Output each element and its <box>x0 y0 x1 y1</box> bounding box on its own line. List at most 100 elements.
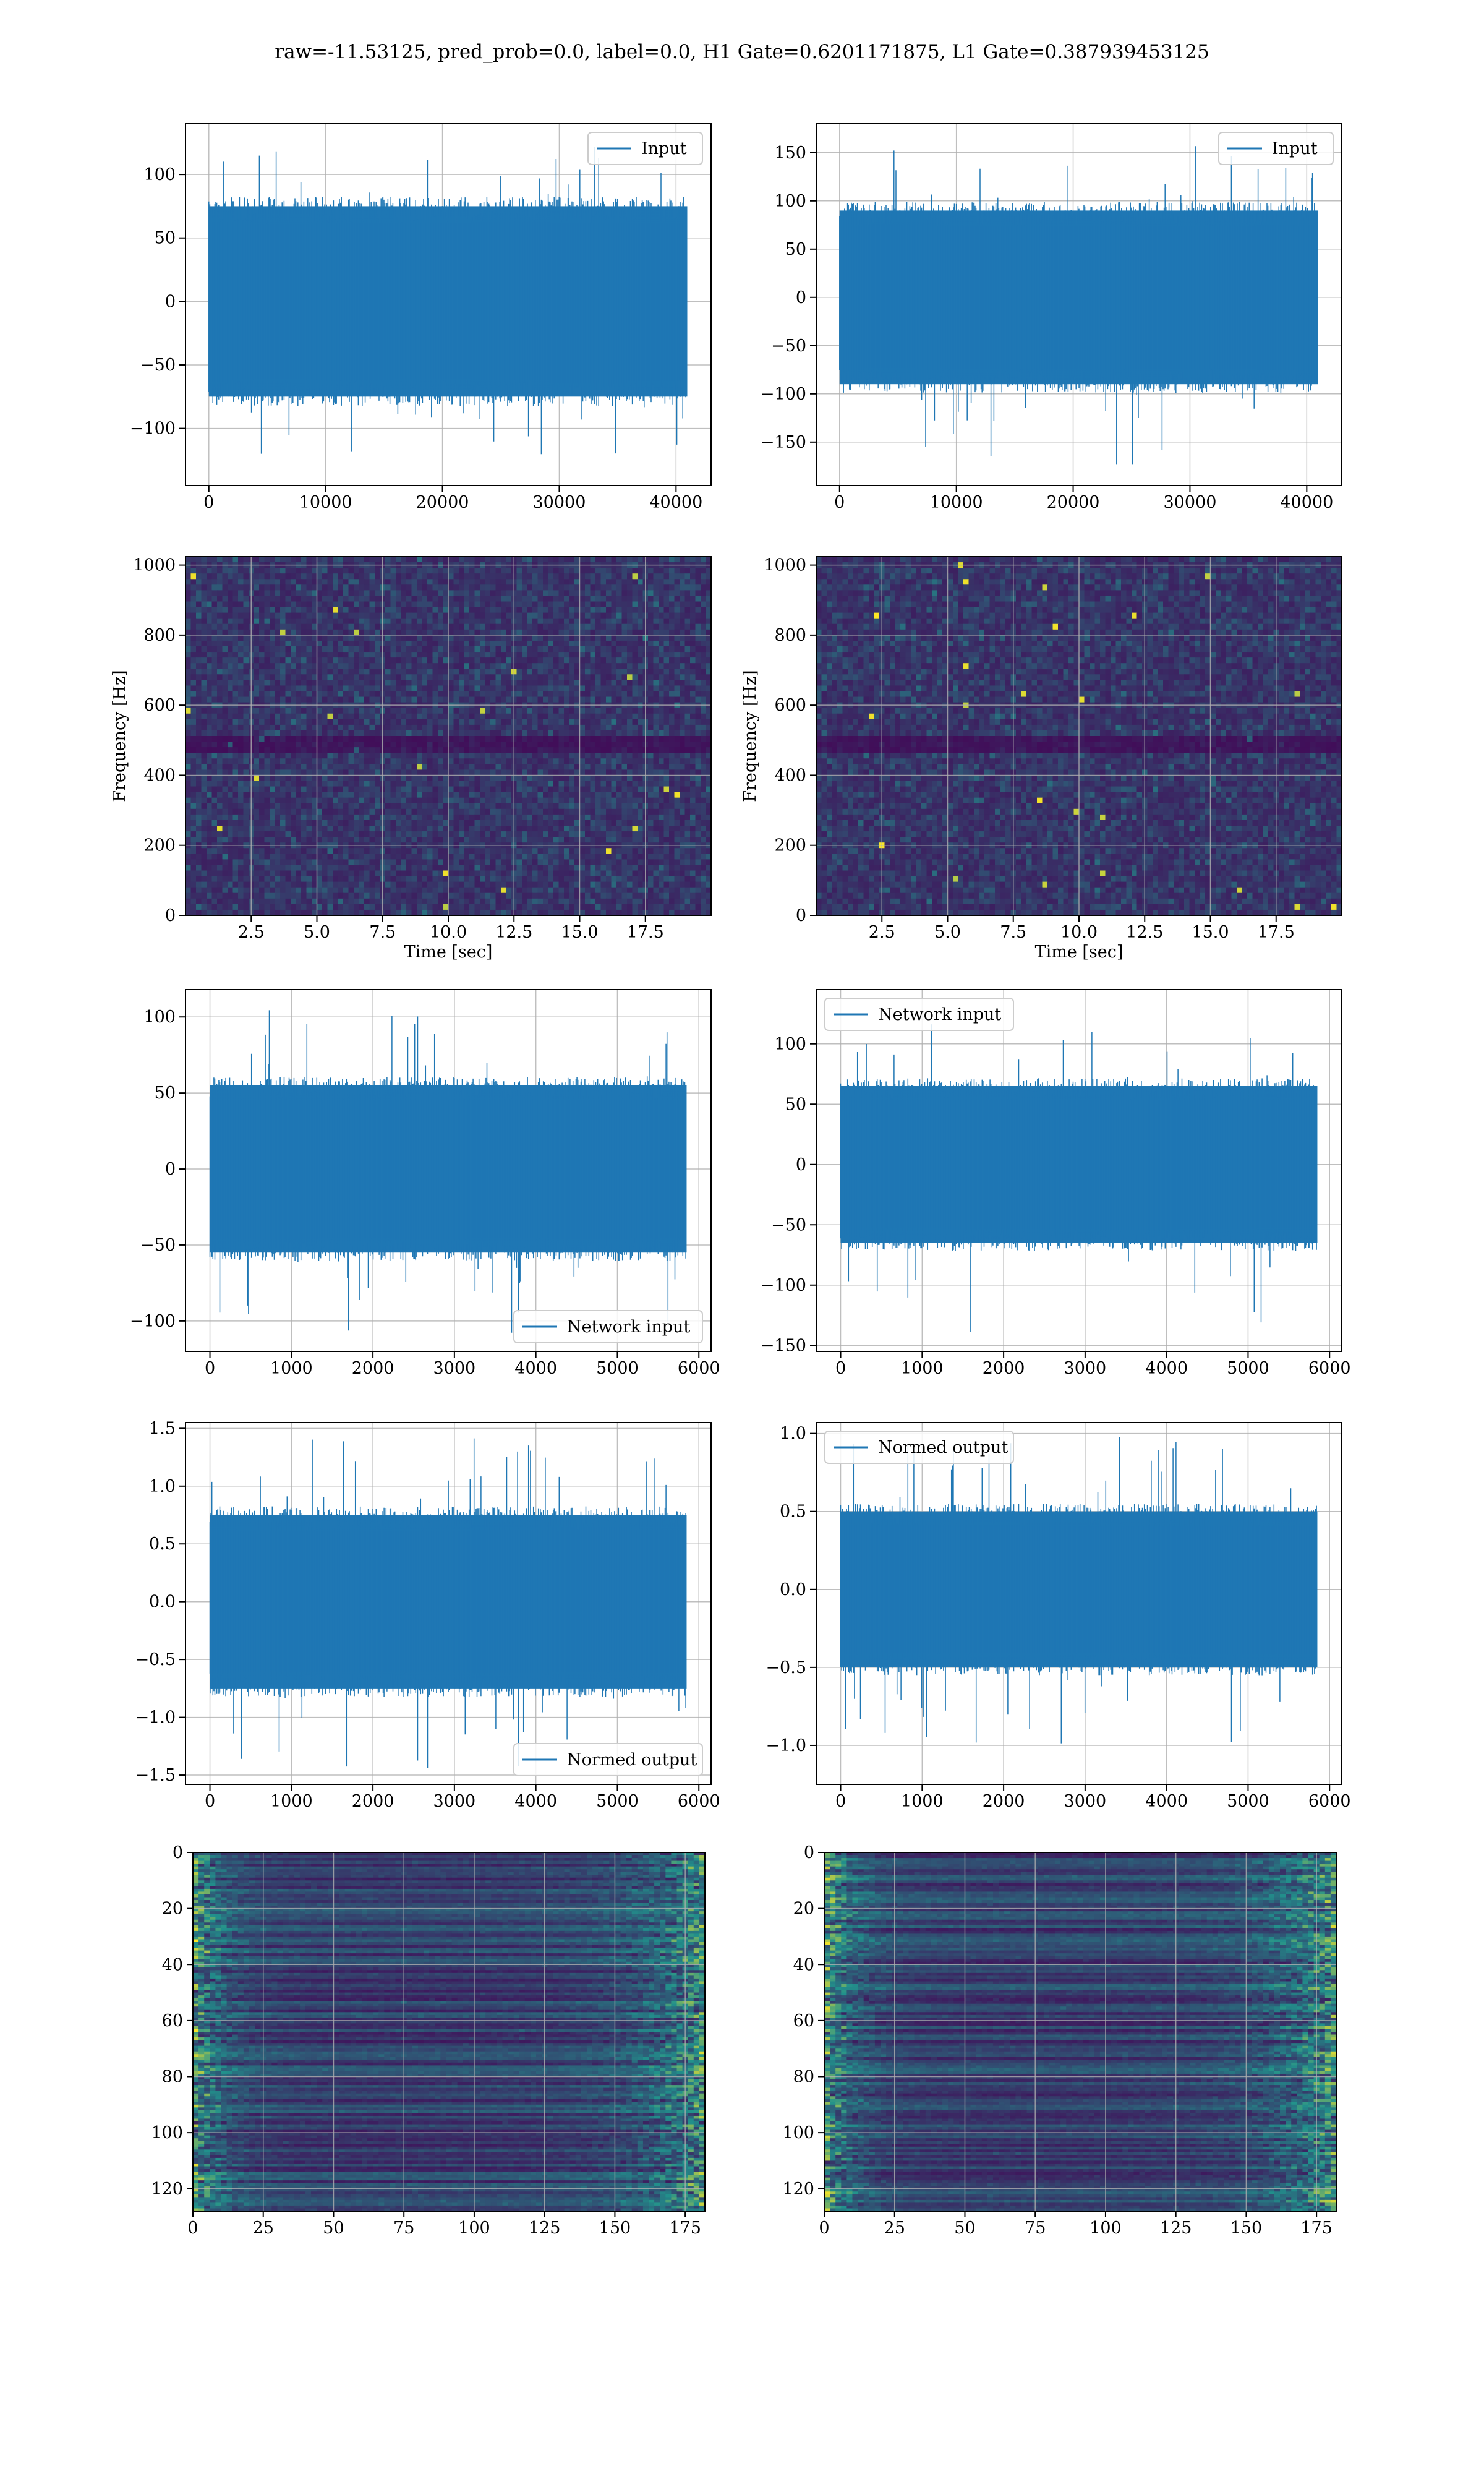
y-tick-label: 1.0 <box>149 1477 176 1496</box>
figure-title: raw=-11.53125, pred_prob=0.0, label=0.0,… <box>0 41 1484 63</box>
x-tick-label: 1000 <box>270 1359 313 1378</box>
y-tick-label: 0 <box>796 288 806 307</box>
y-tick-label: 50 <box>155 229 176 248</box>
y-tick-label: 0.5 <box>780 1502 806 1522</box>
y-tick-label: 100 <box>782 2123 814 2142</box>
y-tick-label: 600 <box>774 696 806 715</box>
axes-frame <box>185 989 712 1352</box>
y-tick-label: 400 <box>143 766 176 785</box>
y-axis-label: Frequency [Hz] <box>110 670 129 802</box>
l1-feature-map-chart: 0 25 50 75 100 125 150 175 0 20 40 60 80 100 120 <box>782 1843 1337 2238</box>
y-tick-label: −1.0 <box>765 1736 806 1755</box>
signal-series-line <box>209 1438 686 1768</box>
y-tick-label: 1000 <box>764 556 806 575</box>
y-tick-label: 120 <box>782 2180 814 2199</box>
y-tick-label: −50 <box>771 336 806 356</box>
x-tick-label: 50 <box>323 2219 344 2238</box>
legend: Normed output <box>824 1431 1014 1464</box>
x-tick-label: 25 <box>253 2219 274 2238</box>
legend-box <box>513 1743 703 1776</box>
legend: Network input <box>513 1310 703 1343</box>
y-tick-label: 20 <box>162 1899 183 1919</box>
x-tick-label: 30000 <box>1163 493 1216 512</box>
x-tick-label: 4000 <box>1145 1359 1188 1378</box>
y-tick-label: −100 <box>130 1312 176 1331</box>
y-axis-label: Frequency [Hz] <box>741 670 760 802</box>
x-tick-label: 10000 <box>299 493 352 512</box>
y-tick-label: −150 <box>761 1336 806 1355</box>
y-tick-label: 40 <box>162 1955 183 1974</box>
y-tick-label: 0.5 <box>149 1534 176 1554</box>
y-tick-label: −1.0 <box>135 1708 176 1727</box>
y-tick-label: 100 <box>151 2123 183 2142</box>
x-tick-label: 20000 <box>416 493 469 512</box>
heatmap-cells <box>193 1852 706 2212</box>
y-tick-label: 100 <box>143 165 176 184</box>
x-tick-label: 4000 <box>514 1359 557 1378</box>
x-tick-label: 4000 <box>514 1792 557 1811</box>
x-tick-label: 40000 <box>1280 493 1333 512</box>
x-tick-label: 5000 <box>1227 1792 1269 1811</box>
x-tick-label: 5000 <box>1227 1359 1269 1378</box>
x-tick-label: 5.0 <box>304 923 330 942</box>
x-tick-label: 3000 <box>433 1792 476 1811</box>
y-tick-label: −0.5 <box>765 1658 806 1677</box>
y-tick-label: 1.5 <box>149 1419 176 1438</box>
x-tick-label: 0 <box>819 2219 829 2238</box>
y-tick-label: 50 <box>785 1095 806 1114</box>
legend: Normed output <box>513 1743 703 1776</box>
y-tick-label: −50 <box>771 1215 806 1235</box>
x-tick-label: 6000 <box>678 1359 720 1378</box>
y-tick-label: 0 <box>173 1843 183 1862</box>
legend: Network input <box>824 998 1014 1031</box>
x-tick-label: 100 <box>1090 2219 1122 2238</box>
h1-normed-output-chart: 0 1000 2000 3000 4000 5000 6000 −1.5 −1.0 −0.5 0.0… <box>135 1419 720 1811</box>
y-tick-label: 800 <box>143 626 176 645</box>
y-tick-label: 200 <box>774 836 806 855</box>
y-tick-label: 150 <box>774 143 806 163</box>
x-tick-label: 1000 <box>901 1792 944 1811</box>
x-tick-label: 15.0 <box>561 923 598 942</box>
x-tick-label: 17.5 <box>1258 923 1295 942</box>
y-tick-label: 0 <box>165 906 176 925</box>
x-tick-label: 10000 <box>930 493 983 512</box>
y-tick-label: 0.0 <box>780 1580 806 1599</box>
y-tick-label: 40 <box>793 1955 814 1974</box>
y-tick-label: 200 <box>143 836 176 855</box>
y-tick-label: 600 <box>143 696 176 715</box>
x-tick-label: 100 <box>458 2219 490 2238</box>
l1-network-input-chart: 0 1000 2000 3000 4000 5000 6000 −150 −100 −50 0 50 1… <box>761 989 1351 1378</box>
signal-series-line <box>839 146 1318 465</box>
x-tick-label: 40000 <box>649 493 702 512</box>
x-tick-label: 150 <box>1230 2219 1263 2238</box>
x-tick-label: 0 <box>205 1359 215 1378</box>
x-tick-label: 175 <box>669 2219 701 2238</box>
y-tick-label: 0 <box>165 292 176 311</box>
signal-series-line <box>209 1010 686 1333</box>
y-tick-label: −100 <box>761 1276 806 1295</box>
y-tick-label: 0 <box>796 1155 806 1175</box>
x-tick-label: 2000 <box>352 1792 394 1811</box>
signal-series-line <box>208 147 688 455</box>
y-tick-label: −100 <box>761 385 806 404</box>
y-tick-label: 50 <box>785 240 806 259</box>
y-tick-label: 50 <box>155 1084 176 1103</box>
x-tick-label: 0 <box>835 1792 846 1811</box>
x-tick-label: 12.5 <box>1126 923 1163 942</box>
legend: Input <box>587 132 703 165</box>
x-tick-label: 175 <box>1300 2219 1333 2238</box>
legend-label: Input <box>1272 139 1318 158</box>
y-tick-label: −1.5 <box>135 1766 176 1785</box>
x-tick-label: 0 <box>834 493 845 512</box>
x-tick-label: 3000 <box>1064 1359 1107 1378</box>
y-tick-label: −100 <box>130 419 176 439</box>
axes-frame <box>816 1422 1342 1785</box>
legend-box <box>1218 132 1334 165</box>
x-tick-label: 17.5 <box>627 923 664 942</box>
y-tick-label: −150 <box>761 433 806 452</box>
y-tick-label: 60 <box>162 2011 183 2031</box>
x-tick-label: 5.0 <box>934 923 961 942</box>
x-tick-label: 1000 <box>901 1359 944 1378</box>
legend: Input <box>1218 132 1334 165</box>
x-tick-label: 3000 <box>1064 1792 1107 1811</box>
